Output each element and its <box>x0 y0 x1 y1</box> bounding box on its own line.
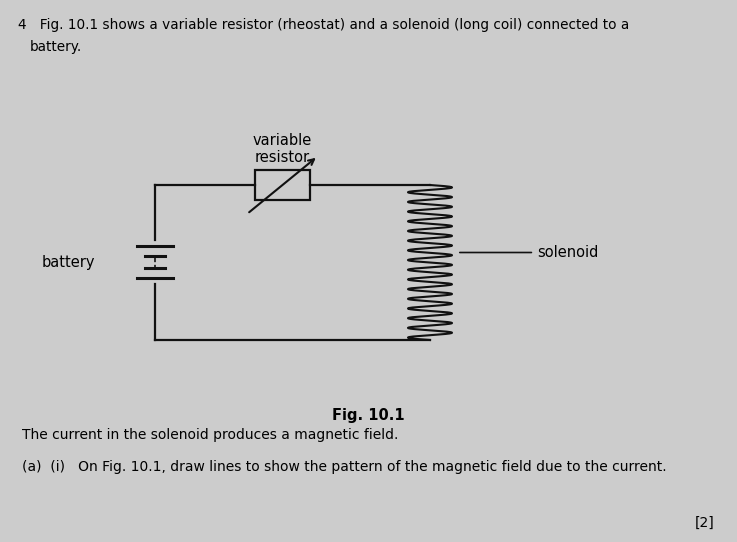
Text: [2]: [2] <box>695 516 715 530</box>
Text: battery: battery <box>41 255 95 269</box>
Text: variable
resistor: variable resistor <box>253 133 312 165</box>
Text: battery.: battery. <box>30 40 83 54</box>
Text: (a)  (i)   On Fig. 10.1, draw lines to show the pattern of the magnetic field du: (a) (i) On Fig. 10.1, draw lines to show… <box>22 460 667 474</box>
Bar <box>255 170 310 200</box>
Text: The current in the solenoid produces a magnetic field.: The current in the solenoid produces a m… <box>22 428 399 442</box>
Text: Fig. 10.1: Fig. 10.1 <box>332 408 405 423</box>
Text: solenoid: solenoid <box>460 245 598 260</box>
Text: 4   Fig. 10.1 shows a variable resistor (rheostat) and a solenoid (long coil) co: 4 Fig. 10.1 shows a variable resistor (r… <box>18 18 629 32</box>
